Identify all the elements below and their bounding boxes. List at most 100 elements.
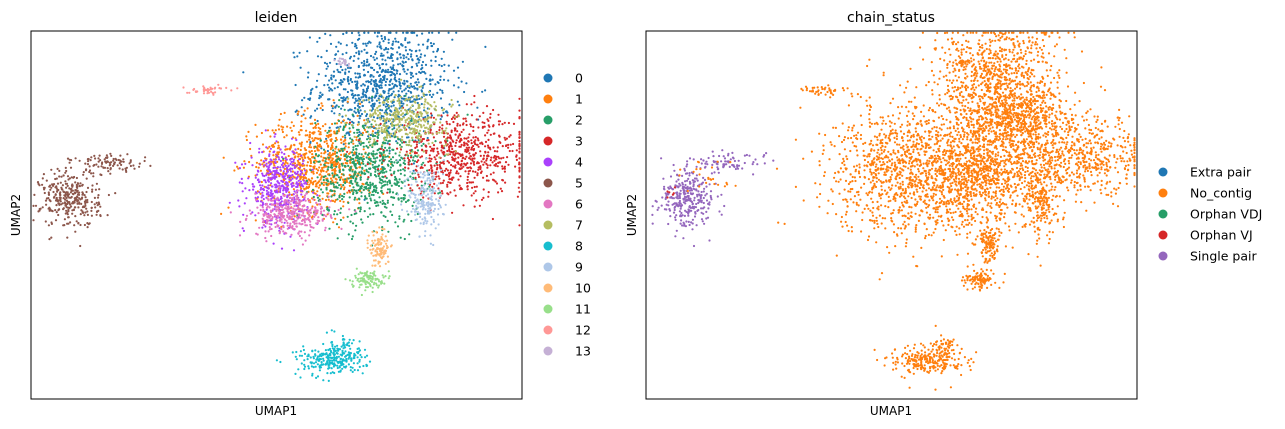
data-point bbox=[443, 169, 447, 172]
data-point bbox=[365, 168, 368, 171]
data-point bbox=[354, 229, 357, 232]
data-point bbox=[342, 143, 345, 146]
data-point bbox=[391, 121, 394, 124]
data-point bbox=[469, 155, 472, 158]
data-point bbox=[388, 119, 392, 122]
data-point bbox=[342, 342, 345, 345]
data-point bbox=[84, 196, 87, 199]
data-point bbox=[73, 224, 76, 227]
data-point bbox=[422, 176, 425, 179]
data-point bbox=[335, 151, 339, 154]
data-point bbox=[370, 123, 373, 126]
data-point bbox=[455, 172, 458, 175]
data-point bbox=[340, 185, 343, 188]
data-point bbox=[308, 150, 311, 153]
data-point bbox=[339, 183, 342, 186]
data-point bbox=[251, 183, 254, 186]
data-point bbox=[400, 197, 403, 200]
data-point bbox=[460, 160, 463, 163]
data-point bbox=[365, 89, 368, 92]
data-point bbox=[264, 179, 267, 182]
data-point bbox=[356, 369, 360, 372]
data-point bbox=[34, 204, 38, 207]
data-point bbox=[518, 170, 521, 173]
data-point bbox=[466, 181, 469, 185]
data-point bbox=[393, 161, 396, 164]
data-point bbox=[247, 177, 250, 180]
data-point bbox=[357, 57, 360, 60]
data-point bbox=[409, 149, 412, 152]
data-point bbox=[442, 144, 446, 148]
data-point bbox=[410, 154, 413, 157]
data-point bbox=[248, 189, 251, 192]
data-point bbox=[76, 190, 79, 193]
data-point bbox=[395, 140, 398, 143]
data-point bbox=[99, 173, 102, 176]
data-point bbox=[366, 58, 369, 61]
data-point bbox=[363, 348, 367, 351]
data-point bbox=[284, 145, 287, 148]
data-point bbox=[412, 140, 416, 143]
data-point bbox=[404, 166, 407, 169]
data-point bbox=[506, 156, 509, 159]
data-point bbox=[397, 126, 400, 129]
data-point bbox=[338, 165, 341, 168]
data-point bbox=[390, 56, 393, 60]
data-point bbox=[372, 75, 375, 78]
data-point bbox=[280, 208, 283, 211]
data-point bbox=[379, 147, 382, 150]
data-point bbox=[373, 188, 376, 191]
data-point bbox=[428, 179, 432, 182]
data-point bbox=[423, 130, 427, 133]
data-point bbox=[286, 216, 289, 219]
data-point bbox=[331, 179, 334, 182]
data-point bbox=[293, 56, 296, 59]
data-point bbox=[291, 177, 294, 180]
data-point bbox=[343, 352, 346, 355]
data-point bbox=[112, 164, 115, 167]
data-point bbox=[294, 148, 297, 151]
data-point bbox=[463, 137, 466, 140]
data-point bbox=[273, 200, 277, 203]
data-point bbox=[394, 221, 397, 224]
data-point bbox=[411, 136, 414, 139]
data-point bbox=[282, 165, 285, 169]
data-point bbox=[465, 82, 468, 85]
data-point bbox=[328, 126, 331, 129]
data-point bbox=[59, 181, 62, 184]
data-point bbox=[463, 142, 466, 145]
data-point bbox=[500, 157, 503, 160]
data-point bbox=[444, 129, 447, 132]
data-point bbox=[90, 209, 93, 212]
data-point bbox=[473, 140, 476, 143]
data-point bbox=[368, 167, 371, 170]
data-point bbox=[403, 70, 406, 73]
data-point bbox=[414, 196, 417, 199]
data-point bbox=[338, 114, 341, 117]
data-point bbox=[39, 207, 42, 210]
data-point bbox=[390, 47, 393, 50]
data-point bbox=[353, 131, 356, 134]
data-point bbox=[394, 177, 398, 180]
data-point bbox=[365, 113, 369, 116]
data-point bbox=[471, 186, 474, 189]
data-point bbox=[307, 186, 310, 189]
data-point bbox=[399, 84, 402, 88]
data-point bbox=[320, 352, 323, 355]
data-point bbox=[316, 40, 319, 43]
data-point bbox=[492, 146, 495, 149]
data-point bbox=[352, 115, 355, 118]
data-point bbox=[324, 198, 328, 202]
data-point bbox=[366, 118, 369, 121]
data-point bbox=[401, 135, 404, 138]
data-point bbox=[288, 196, 291, 200]
data-point bbox=[92, 172, 95, 175]
data-point bbox=[381, 191, 384, 194]
data-point bbox=[357, 206, 360, 210]
data-point bbox=[238, 234, 242, 237]
data-point bbox=[451, 139, 454, 142]
data-point bbox=[397, 184, 401, 188]
data-point bbox=[436, 150, 439, 153]
data-point bbox=[410, 53, 413, 56]
data-point bbox=[322, 156, 325, 159]
